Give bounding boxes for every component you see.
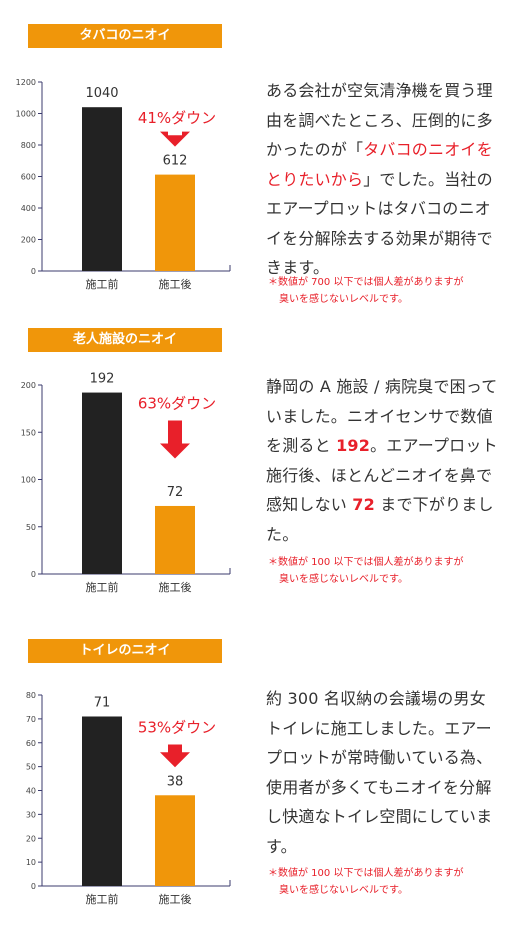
- down-arrow-icon: [160, 420, 190, 459]
- category-label: 施工後: [159, 277, 192, 291]
- data-label: 612: [163, 154, 188, 169]
- y-tick-label: 70: [26, 715, 36, 724]
- y-tick-label: 600: [21, 173, 36, 182]
- description-text: ある会社が空気清浄機を買う理由を調べたところ、圧倒的に多かったのが「タバコのニオ…: [266, 76, 502, 283]
- data-label: 38: [167, 774, 184, 789]
- y-tick-label: 20: [26, 834, 36, 843]
- description-part3: まで下がりました。: [266, 495, 494, 544]
- chart-toilet: 0 10 20 30 40 50 60 70 80 71 施工前 38 施工後 53%ダウン: [26, 691, 231, 906]
- y-tick-label: 200: [21, 236, 36, 245]
- chart-elderly-facility: 0 50 100 150 200 192 施工前 72 施工後 63%ダウン: [21, 372, 231, 594]
- description-value-after: 72: [352, 495, 375, 514]
- data-label: 72: [167, 485, 184, 500]
- down-arrow-icon: [160, 131, 190, 147]
- section-toilet: トイレのニオイ 0 10 20 30 40 50 60 70 80 71 施工前 38 施工後 53%ダウ…: [0, 620, 520, 937]
- description-before: ある会社が空気清浄機を買う理由を調べたところ、圧倒的に多かったのが「: [266, 81, 493, 159]
- reduction-annotation: 53%ダウン: [138, 718, 216, 736]
- y-tick-label: 50: [26, 523, 36, 532]
- data-label: 192: [90, 372, 115, 387]
- category-label: 施工後: [159, 892, 192, 906]
- bar-before: [82, 392, 122, 574]
- description-part1: 静岡の A 施設 / 病院臭で困っていました。ニオイセンサで数値を測ると: [266, 377, 498, 455]
- bar-before: [82, 107, 122, 271]
- reduction-annotation: 41%ダウン: [138, 109, 216, 127]
- category-label: 施工前: [86, 277, 119, 291]
- y-tick-label: 1000: [16, 110, 36, 119]
- note-line2: 臭いを感じないレベルです。: [279, 885, 408, 896]
- description-text: 静岡の A 施設 / 病院臭で困っていました。ニオイセンサで数値を測ると 192…: [266, 372, 502, 549]
- bar-after: [155, 795, 195, 886]
- note-line2: 臭いを感じないレベルです。: [279, 294, 408, 305]
- disclaimer-note: ＊数値が 100 以下では個人差がありますが 臭いを感じないレベルです。: [268, 865, 508, 899]
- down-arrow-icon: [160, 744, 190, 768]
- y-tick-label: 800: [21, 141, 36, 150]
- note-line1: ＊数値が 100 以下では個人差がありますが: [268, 557, 464, 568]
- category-label: 施工前: [86, 892, 119, 906]
- y-tick-label: 30: [26, 810, 36, 819]
- data-label: 1040: [85, 86, 118, 101]
- description-highlight: タバコのニオイをとりたいから: [266, 140, 493, 189]
- y-tick-label: 40: [26, 787, 36, 796]
- bar-before: [82, 716, 122, 886]
- disclaimer-note: ＊数値が 700 以下では個人差がありますが 臭いを感じないレベルです。: [268, 274, 508, 308]
- y-tick-label: 0: [31, 882, 36, 891]
- section-banner: タバコのニオイ: [28, 24, 222, 48]
- category-label: 施工後: [159, 580, 192, 594]
- y-tick-label: 0: [31, 267, 36, 276]
- description-body: 約 300 名収納の会議場の男女トイレに施工しました。エアープロットが常時働いて…: [266, 689, 493, 856]
- y-tick-label: 50: [26, 763, 36, 772]
- section-elderly-facility: 老人施設のニオイ 0 50 100 150 200 192 施工前 72 施工後 63%ダウン 静…: [0, 320, 520, 620]
- category-label: 施工前: [86, 580, 119, 594]
- bar-after: [155, 174, 195, 271]
- y-tick-label: 60: [26, 739, 36, 748]
- section-tobacco: タバコのニオイ 0 200 400 600 800 1000 1200 1040 施工前 612 施…: [0, 0, 520, 320]
- description-value-before: 192: [336, 436, 371, 455]
- description-text: 約 300 名収納の会議場の男女トイレに施工しました。エアープロットが常時働いて…: [266, 684, 502, 861]
- y-tick-label: 100: [21, 476, 36, 485]
- note-line2: 臭いを感じないレベルです。: [279, 574, 408, 585]
- y-tick-label: 80: [26, 691, 36, 700]
- y-tick-label: 200: [21, 381, 36, 390]
- description-after: 」でした。当社のエアープロットはタバコのニオイを分解除去する効果が期待できます。: [266, 169, 493, 278]
- data-label: 71: [94, 695, 111, 710]
- section-banner: トイレのニオイ: [28, 639, 222, 663]
- note-line1: ＊数値が 100 以下では個人差がありますが: [268, 868, 464, 879]
- note-line1: ＊数値が 700 以下では個人差がありますが: [268, 277, 464, 288]
- y-tick-label: 150: [21, 428, 36, 437]
- reduction-annotation: 63%ダウン: [138, 395, 216, 413]
- chart-tobacco: 0 200 400 600 800 1000 1200 1040 施工前 612 施工後 41%ダウン: [16, 78, 231, 291]
- y-tick-label: 400: [21, 204, 36, 213]
- disclaimer-note: ＊数値が 100 以下では個人差がありますが 臭いを感じないレベルです。: [268, 554, 508, 588]
- bar-after: [155, 505, 195, 574]
- y-tick-label: 1200: [16, 78, 36, 87]
- y-tick-label: 0: [31, 570, 36, 579]
- y-tick-label: 10: [26, 858, 36, 867]
- section-banner: 老人施設のニオイ: [28, 328, 222, 352]
- description-part2: 。エアープロット施行後、ほとんどニオイを鼻で感知しない: [266, 436, 498, 514]
